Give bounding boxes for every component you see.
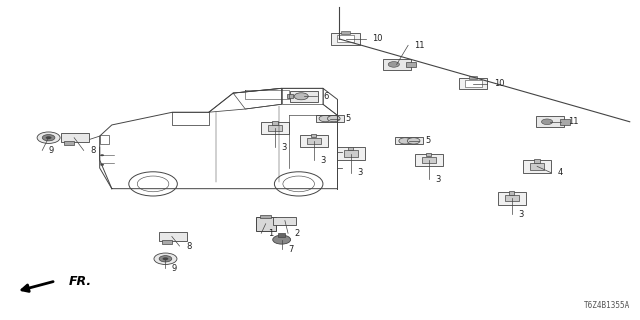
Circle shape — [407, 138, 420, 144]
Circle shape — [388, 62, 399, 67]
Bar — [159, 232, 187, 241]
Bar — [261, 122, 289, 134]
Bar — [100, 134, 109, 144]
Text: T6Z4B1355A: T6Z4B1355A — [584, 301, 630, 310]
Bar — [560, 119, 570, 124]
Bar — [460, 78, 487, 89]
Text: 8: 8 — [90, 146, 95, 155]
Bar — [396, 137, 424, 144]
Bar — [260, 215, 271, 218]
Bar — [415, 154, 443, 166]
Circle shape — [541, 119, 553, 124]
Text: 3: 3 — [357, 168, 362, 177]
Circle shape — [328, 116, 340, 122]
Bar — [536, 116, 564, 127]
Bar — [497, 192, 525, 204]
Bar — [422, 157, 436, 163]
Bar — [465, 80, 482, 87]
Text: 9: 9 — [49, 146, 54, 155]
Circle shape — [399, 138, 412, 144]
Bar — [348, 147, 353, 150]
Circle shape — [339, 156, 343, 158]
Circle shape — [154, 253, 177, 265]
Text: 4: 4 — [557, 168, 563, 177]
Bar — [406, 62, 416, 67]
Text: 7: 7 — [288, 245, 294, 254]
Text: 11: 11 — [415, 41, 425, 50]
Bar — [290, 91, 318, 102]
Text: 9: 9 — [172, 264, 177, 273]
Circle shape — [37, 132, 60, 143]
Bar — [383, 59, 411, 70]
Text: 3: 3 — [518, 210, 524, 219]
Circle shape — [319, 116, 332, 122]
Circle shape — [100, 154, 104, 156]
Text: 5: 5 — [426, 136, 431, 145]
Text: 3: 3 — [320, 156, 325, 164]
Text: 1: 1 — [268, 229, 273, 238]
Bar — [273, 217, 296, 225]
Circle shape — [100, 164, 104, 166]
Bar — [64, 141, 74, 145]
Bar — [344, 150, 358, 157]
Bar — [426, 153, 431, 156]
Bar — [523, 160, 551, 173]
Bar — [307, 138, 321, 144]
Text: 11: 11 — [568, 117, 579, 126]
Bar — [300, 135, 328, 147]
Text: 3: 3 — [282, 143, 287, 152]
Text: 10: 10 — [372, 35, 383, 44]
Bar — [337, 36, 354, 43]
Bar — [256, 217, 276, 231]
Text: 8: 8 — [186, 242, 191, 251]
Bar — [278, 233, 285, 237]
Bar — [530, 163, 544, 170]
Bar — [337, 147, 365, 160]
Bar — [332, 33, 360, 44]
Bar — [287, 94, 292, 98]
Text: FR.: FR. — [69, 275, 92, 288]
Bar — [311, 134, 316, 137]
Bar — [504, 195, 518, 201]
Text: 10: 10 — [493, 79, 504, 88]
Bar — [341, 31, 349, 34]
Circle shape — [294, 93, 308, 100]
Text: 2: 2 — [294, 229, 300, 238]
Bar — [534, 159, 540, 163]
Circle shape — [163, 257, 168, 260]
Text: 5: 5 — [346, 114, 351, 123]
Bar — [509, 191, 515, 195]
Bar — [61, 133, 90, 142]
Bar — [469, 76, 477, 79]
Bar — [273, 121, 278, 124]
Text: 6: 6 — [324, 92, 329, 101]
Circle shape — [42, 134, 55, 141]
Bar — [268, 125, 282, 131]
Circle shape — [45, 136, 51, 139]
Circle shape — [159, 256, 172, 262]
Circle shape — [273, 235, 291, 244]
Bar — [316, 115, 344, 122]
Text: 3: 3 — [435, 175, 440, 184]
Bar — [162, 240, 172, 244]
